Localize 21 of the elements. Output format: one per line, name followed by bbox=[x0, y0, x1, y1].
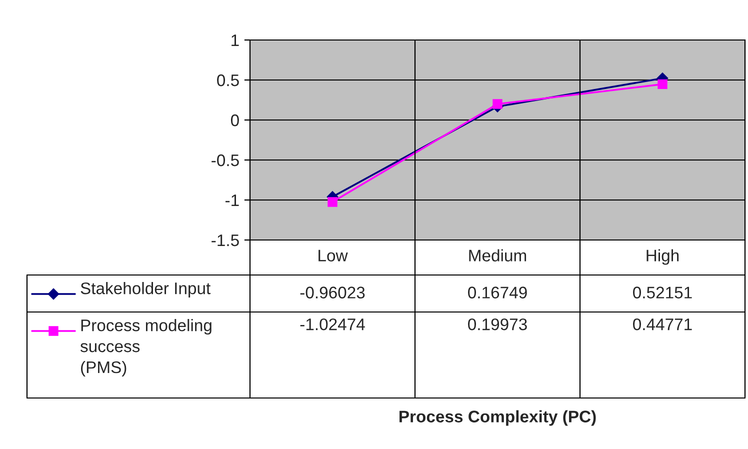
point bbox=[328, 197, 338, 207]
legend-label: Process modeling success (PMS) bbox=[80, 319, 212, 376]
y-tick-label: 0 bbox=[230, 114, 239, 126]
point bbox=[658, 79, 668, 90]
y-tick-label: -1.5 bbox=[212, 234, 239, 246]
data-label: 0.52151 bbox=[633, 286, 692, 298]
y-tick-label: 0.5 bbox=[217, 74, 239, 86]
y-tick-label: 1 bbox=[232, 34, 239, 46]
text: Process Complexity (PC) bbox=[400, 410, 596, 426]
x-tick-label: High bbox=[646, 249, 679, 265]
data-label: 0.16749 bbox=[468, 286, 527, 298]
y-tick-label: -1 bbox=[226, 194, 239, 206]
legend-label: Stakeholder Input bbox=[80, 282, 211, 298]
y-tick-label: -0.5 bbox=[212, 154, 239, 166]
data-label: -0.96023 bbox=[300, 286, 365, 298]
data-label: -1.02474 bbox=[300, 318, 365, 330]
x-tick-label: Low bbox=[318, 250, 348, 262]
point bbox=[492, 99, 502, 109]
x-tick-label: Medium bbox=[469, 249, 526, 262]
data-label: 0.44771 bbox=[633, 318, 692, 330]
data-label: 0.19973 bbox=[468, 318, 527, 330]
